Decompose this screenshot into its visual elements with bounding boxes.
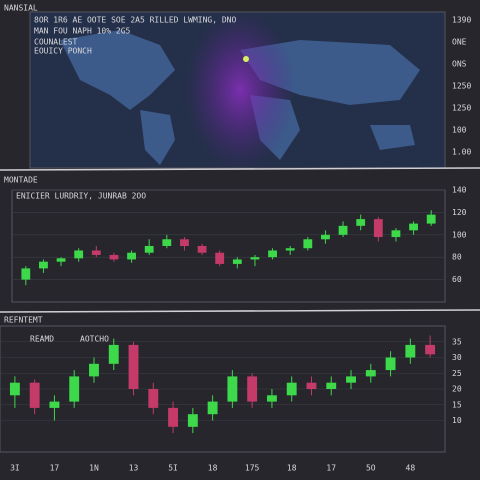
- continent: [140, 110, 175, 165]
- axis-label: 1250: [452, 104, 471, 113]
- y-tick-label: 35: [452, 337, 462, 346]
- x-tick-label: 18: [287, 464, 297, 473]
- candle-body: [127, 252, 136, 260]
- candle-body: [109, 254, 119, 260]
- divider: [0, 309, 480, 313]
- divider: [0, 167, 480, 171]
- x-tick-label: 5O: [366, 464, 376, 473]
- map-panel: [0, 10, 480, 171]
- x-tick-label: 17: [326, 464, 336, 473]
- x-tick-label: 48: [406, 464, 416, 473]
- candle-body: [144, 246, 154, 253]
- y-tick-label: 10: [452, 416, 462, 425]
- x-tick-label: 5I: [168, 464, 178, 473]
- candle-body: [215, 252, 225, 264]
- candle-body: [365, 370, 376, 377]
- map-text: COUNALEST: [34, 38, 78, 47]
- y-tick-label: 120: [452, 208, 467, 217]
- candle-body: [69, 376, 80, 402]
- x-tick-label: 3I: [10, 464, 20, 473]
- candle-body: [207, 401, 218, 415]
- candle-body: [303, 239, 313, 249]
- candle-body: [266, 395, 277, 402]
- y-tick-label: 140: [452, 186, 467, 195]
- axis-label: 100: [452, 126, 467, 135]
- candle-body: [409, 223, 418, 231]
- candle-body: [227, 376, 238, 402]
- candle-body: [108, 344, 119, 364]
- panel-subtitle: ENICIER LURDRIY, JUNRAB 2OO: [16, 192, 146, 201]
- x-tick-label: 13: [129, 464, 139, 473]
- axis-label: 1.00: [452, 148, 471, 157]
- candle-body: [405, 344, 416, 358]
- panel-title: MONTADE: [4, 176, 38, 185]
- y-tick-label: 15: [452, 400, 462, 409]
- candle-body: [385, 357, 396, 371]
- candle-body: [285, 248, 295, 251]
- y-tick-label: 60: [452, 275, 462, 284]
- candle-body: [91, 250, 101, 255]
- x-tick-label: 18: [208, 464, 218, 473]
- candle-body: [426, 214, 436, 224]
- candle-body: [425, 344, 436, 355]
- y-tick-label: 80: [452, 253, 462, 262]
- candle-body: [250, 257, 260, 260]
- header: NANSIAL: [4, 4, 38, 13]
- candle-body: [56, 258, 66, 262]
- axis-label: ONE: [452, 38, 467, 47]
- candle-body: [187, 414, 198, 427]
- candle-body: [391, 230, 401, 238]
- axis-label: 1250: [452, 82, 471, 91]
- candle-body: [21, 268, 31, 280]
- y-tick-label: 25: [452, 369, 462, 378]
- candle-body: [232, 259, 242, 264]
- candle-body: [373, 219, 383, 238]
- continent: [60, 30, 175, 110]
- candle-body: [128, 344, 139, 389]
- candle-body: [148, 389, 159, 408]
- marker: [243, 56, 249, 62]
- candle-body: [247, 376, 258, 402]
- candle-body: [49, 401, 60, 408]
- annotation: AOTCHO: [80, 335, 109, 344]
- axis-label: 1390: [452, 16, 471, 25]
- candle-body: [39, 261, 48, 269]
- map-text: EOUICY PONCH: [34, 47, 92, 56]
- glow: [185, 10, 295, 170]
- y-tick-label: 20: [452, 385, 462, 394]
- y-tick-label: 30: [452, 353, 462, 362]
- continent: [370, 125, 415, 150]
- candle-body: [286, 382, 297, 396]
- candle-body: [74, 250, 84, 259]
- panel-subtitle: REAMD: [30, 335, 54, 344]
- candle-body: [321, 234, 330, 240]
- candle-body: [338, 225, 348, 235]
- candle-body: [268, 250, 277, 258]
- y-tick-label: 100: [452, 230, 467, 239]
- candle-body: [326, 382, 337, 389]
- candle-body: [9, 382, 20, 396]
- candle-body: [168, 407, 179, 427]
- map-text: MAN FOU NAPH 10% 2G5: [34, 27, 131, 36]
- candle-body: [89, 363, 99, 377]
- candle-body: [346, 376, 356, 383]
- candle-body: [197, 246, 207, 253]
- candle-body: [180, 239, 189, 246]
- axis-label: ONS: [452, 60, 467, 69]
- candle-body: [306, 382, 317, 389]
- panel-title: REFNTEMT: [4, 316, 43, 325]
- candle-body: [29, 382, 40, 408]
- x-tick-label: 17: [50, 464, 60, 473]
- x-tick-label: 1N: [89, 464, 99, 473]
- candle-body: [162, 239, 172, 246]
- map-text: 8OR 1R6 AE OOTE SOE 2A5 RILLED LWMING, D…: [34, 16, 236, 25]
- x-tick-label: 175: [245, 464, 260, 473]
- candle-body: [356, 219, 366, 226]
